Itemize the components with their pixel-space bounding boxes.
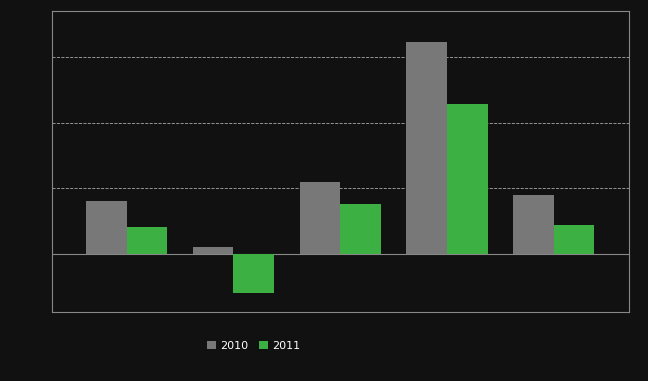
Bar bbox=[513, 195, 554, 253]
Bar bbox=[447, 104, 487, 253]
Bar bbox=[299, 182, 340, 253]
Bar bbox=[406, 42, 447, 253]
Bar bbox=[193, 247, 233, 253]
Bar bbox=[86, 201, 126, 253]
Bar bbox=[340, 204, 381, 253]
Bar bbox=[554, 225, 594, 253]
Bar bbox=[233, 253, 274, 293]
Bar bbox=[126, 227, 167, 253]
Legend: 2010, 2011: 2010, 2011 bbox=[202, 336, 305, 355]
